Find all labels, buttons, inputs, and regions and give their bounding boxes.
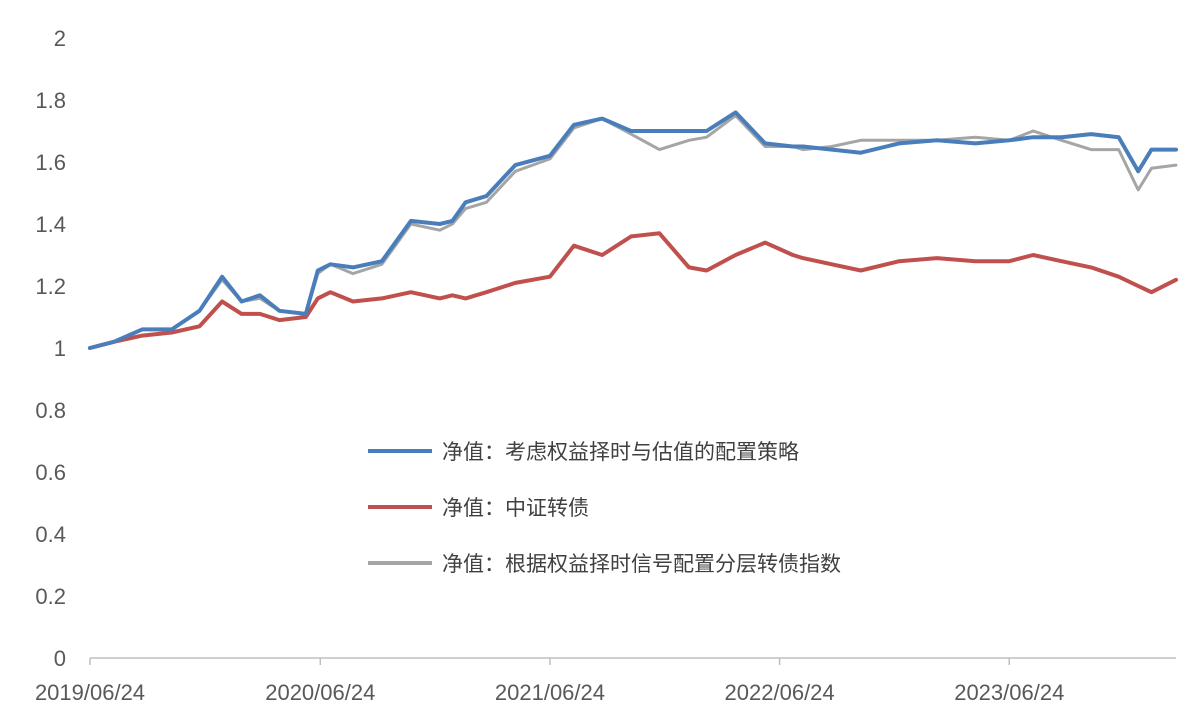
y-axis-tick-labels: 0 0.2 0.4 0.6 0.8 1 1.2 1.4 1.6 1.8 2 xyxy=(35,26,66,671)
x-tick-label: 2019/06/24 xyxy=(35,680,145,705)
legend-item-1: 净值：考虑权益择时与估值的配置策略 xyxy=(368,440,799,464)
legend-item-3: 净值：根据权益择时信号配置分层转债指数 xyxy=(368,552,841,576)
y-tick-label: 1.4 xyxy=(35,212,66,237)
y-tick-label: 0.8 xyxy=(35,398,66,423)
y-tick-label: 2 xyxy=(54,26,66,51)
y-tick-label: 0.4 xyxy=(35,522,66,547)
y-tick-label: 1 xyxy=(54,336,66,361)
y-tick-label: 0 xyxy=(54,646,66,671)
x-tick-label: 2023/06/24 xyxy=(954,680,1064,705)
legend-label: 净值：根据权益择时信号配置分层转债指数 xyxy=(442,552,841,576)
x-tick-label: 2022/06/24 xyxy=(725,680,835,705)
x-axis-tick-labels: 2019/06/24 2020/06/24 2021/06/24 2022/06/24… xyxy=(35,680,1064,705)
y-tick-label: 1.6 xyxy=(35,150,66,175)
legend-item-2: 净值：中证转债 xyxy=(368,496,589,520)
y-tick-label: 1.8 xyxy=(35,88,66,113)
x-tick-label: 2020/06/24 xyxy=(265,680,375,705)
y-tick-label: 0.2 xyxy=(35,584,66,609)
series-lines xyxy=(88,110,1178,350)
legend-label: 净值：中证转债 xyxy=(442,496,589,520)
x-tick-label: 2021/06/24 xyxy=(495,680,605,705)
x-axis xyxy=(89,657,1176,665)
y-tick-label: 1.2 xyxy=(35,274,66,299)
legend: 净值：考虑权益择时与估值的配置策略净值：中证转债净值：根据权益择时信号配置分层转… xyxy=(368,440,841,576)
series-line-1 xyxy=(88,110,1178,350)
series-line-2 xyxy=(88,231,1178,350)
legend-label: 净值：考虑权益择时与估值的配置策略 xyxy=(442,440,799,464)
y-tick-label: 0.6 xyxy=(35,460,66,485)
